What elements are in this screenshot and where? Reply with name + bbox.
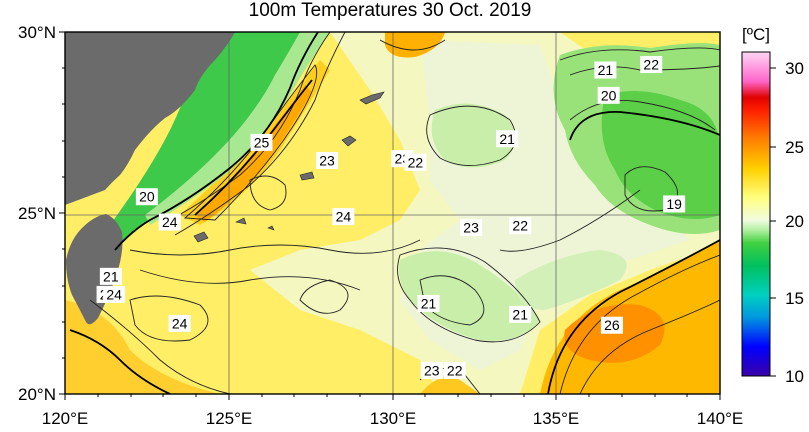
contour-label-text: 21 [598, 62, 614, 78]
lon-label-125e: 125°E [206, 409, 253, 428]
contour-label-text: 20 [601, 87, 617, 103]
contour-label-text: 22 [447, 362, 463, 378]
contour-label: 23 [420, 361, 443, 379]
contour-label: 21 [496, 130, 519, 148]
contour-label: 21 [594, 61, 617, 79]
contour-label-box [600, 316, 623, 334]
contour-label-box [496, 130, 519, 148]
contour-label: 22 [443, 361, 466, 379]
contour-label-box [250, 133, 273, 151]
lon-label-130e: 130°E [370, 409, 417, 428]
contour-label-text: 21 [421, 296, 437, 312]
contour-label: 24 [158, 213, 181, 231]
contour-label-text: 21 [103, 268, 119, 284]
green-patch-center [431, 103, 515, 168]
lon-label-135e: 135°E [533, 409, 580, 428]
contour-label-box [509, 305, 532, 323]
coastal-pale-band [145, 32, 330, 225]
contour-label-text: 20 [139, 189, 155, 205]
colorbar-tick-20: 20 [785, 212, 804, 231]
lat-label-20n: 20°N [18, 385, 56, 404]
contour-label-text: 22 [512, 218, 528, 234]
green-patch-south [399, 251, 540, 341]
contour-label: 23 [460, 218, 483, 236]
contour-label: 25 [250, 133, 273, 151]
contour-label-box [417, 295, 440, 312]
colorbar-gradient [741, 51, 771, 377]
lat-label-30n: 30°N [18, 23, 56, 42]
contour-label-text: 23 [463, 219, 479, 235]
map-title: 100m Temperatures 30 Oct. 2019 [248, 0, 532, 21]
contour-label-box [443, 361, 466, 379]
contour-label-text: 19 [666, 196, 682, 212]
contour-label-text: 21 [512, 306, 528, 322]
contour-label-box [168, 314, 191, 332]
latitude-labels: 30°N 25°N 20°N [18, 23, 56, 404]
contour-label-text: 23 [319, 153, 335, 169]
contour-label: 22 [509, 217, 532, 235]
contour-label: 24 [332, 208, 355, 226]
contour-label-box [135, 188, 158, 206]
contour-label-text: 23 [424, 362, 440, 378]
contour-label-box [316, 152, 338, 170]
contour-label-text: 24 [172, 315, 188, 331]
contour-label-text: 24 [106, 286, 122, 302]
contour-lines-thick [69, 32, 720, 394]
colorbar-tick-10: 10 [785, 367, 804, 386]
contour-label: 23 [316, 152, 338, 170]
contour-label-box [460, 218, 483, 236]
contour-label-box [404, 153, 427, 171]
contour-label: 26 [600, 316, 623, 334]
contour-labels: 2221202119252323222024242322212324212124… [96, 56, 686, 379]
map-area [65, 32, 720, 394]
contour-label-text: 26 [604, 317, 620, 333]
longitude-labels: 120°E 125°E 130°E 135°E 140°E [42, 409, 744, 428]
lat-label-25n: 25°N [18, 204, 56, 223]
contour-label: 21 [509, 305, 532, 323]
contour-label-box [597, 86, 620, 104]
contour-label: 21 [417, 295, 440, 312]
colorbar-tick-15: 15 [785, 289, 804, 308]
contour-label-box [99, 267, 122, 285]
warm-patch-south-center [420, 377, 480, 394]
contour-label-text: 21 [499, 131, 515, 147]
green-patch-southeast [515, 250, 627, 310]
contour-label-box [158, 213, 181, 231]
contour-label-box [640, 56, 663, 74]
lon-label-140e: 140°E [697, 409, 744, 428]
contour-label-text: 24 [162, 214, 178, 230]
axis-ticks [59, 31, 721, 400]
colorbar-tick-25: 25 [785, 138, 804, 157]
contour-label-box [103, 285, 126, 303]
contour-label-box [420, 361, 443, 379]
colorbar-tick-30: 30 [785, 59, 804, 78]
lon-label-120e: 120°E [42, 409, 89, 428]
contour-label: 24 [168, 314, 191, 332]
contour-label: 24 [103, 285, 126, 303]
contour-label: 19 [663, 195, 686, 213]
contour-label-box [663, 195, 686, 213]
contour-label-box [332, 208, 355, 226]
contour-label: 22 [404, 153, 427, 171]
contour-label: 20 [597, 86, 620, 104]
contour-label-text: 22 [408, 154, 424, 170]
contour-label-text: 25 [254, 134, 270, 150]
green-patch-northeast-core [601, 91, 720, 219]
contour-label: 22 [640, 56, 663, 74]
land-china [65, 32, 235, 205]
contour-label: 20 [135, 188, 158, 206]
colorbar: [ºC] 30 25 20 15 10 [741, 25, 804, 386]
land-taiwan [66, 214, 123, 325]
contour-label-text: 22 [643, 57, 659, 73]
warm-patch-southwest [65, 300, 220, 394]
contour-label-text: 24 [336, 209, 352, 225]
contour-label: 21 [99, 267, 122, 285]
contour-label-box [594, 61, 617, 79]
contour-label-box [509, 217, 532, 235]
warm-patch-north [385, 32, 445, 58]
colorbar-unit: [ºC] [742, 25, 770, 44]
